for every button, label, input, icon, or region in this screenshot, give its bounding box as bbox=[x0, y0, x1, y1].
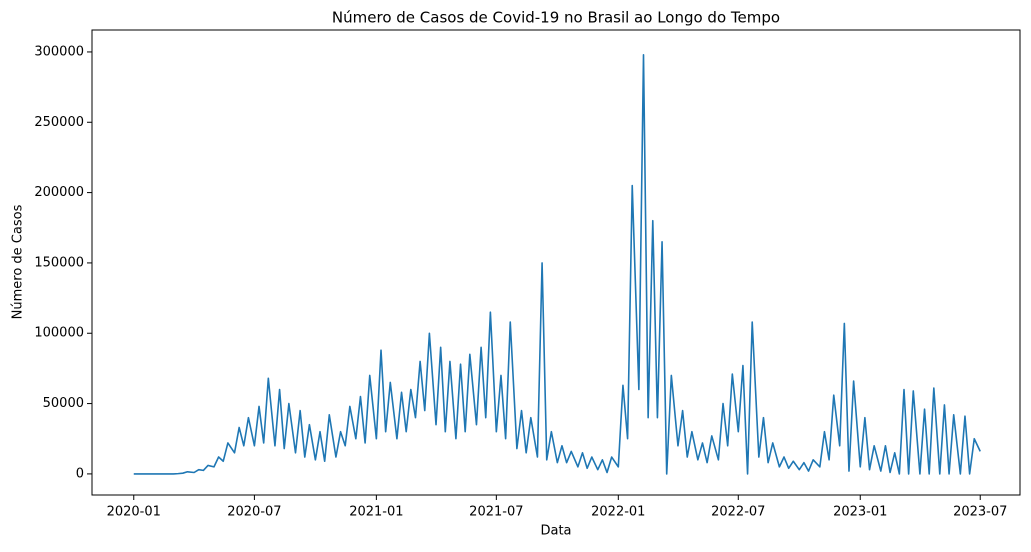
y-axis-label: Número de Casos bbox=[11, 204, 26, 319]
y-tick-label: 150000 bbox=[34, 255, 84, 270]
x-tick-label: 2021-07 bbox=[469, 505, 523, 520]
x-tick-label: 2020-07 bbox=[227, 505, 281, 520]
x-tick-label: 2023-01 bbox=[833, 505, 887, 520]
y-tick-label: 250000 bbox=[34, 115, 84, 130]
y-tick-label: 100000 bbox=[34, 326, 84, 341]
x-tick-label: 2020-01 bbox=[107, 505, 161, 520]
x-tick-label: 2023-07 bbox=[953, 505, 1007, 520]
series-line bbox=[133, 53, 981, 475]
y-tick-label: 300000 bbox=[34, 44, 84, 59]
x-tick-label: 2022-07 bbox=[711, 505, 765, 520]
x-axis-label: Data bbox=[540, 524, 571, 539]
x-tick-label: 2022-01 bbox=[591, 505, 645, 520]
plot-frame bbox=[91, 29, 1021, 496]
y-tick-label: 0 bbox=[76, 466, 84, 481]
y-tick-label: 200000 bbox=[34, 185, 84, 200]
y-tick-label: 50000 bbox=[43, 396, 84, 411]
chart-title: Número de Casos de Covid-19 no Brasil ao… bbox=[332, 9, 780, 27]
x-tick-label: 2021-01 bbox=[349, 505, 403, 520]
